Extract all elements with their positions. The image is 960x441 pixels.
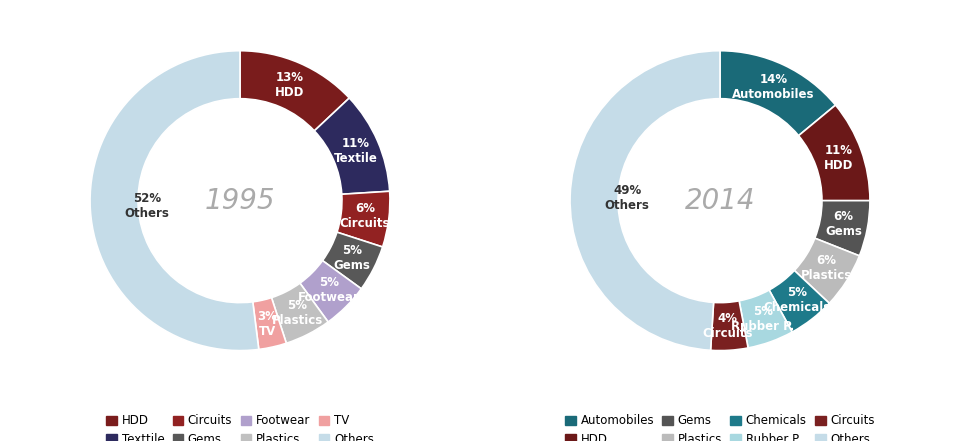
Wedge shape bbox=[252, 298, 286, 349]
Wedge shape bbox=[799, 105, 870, 201]
Text: 4%
Circuits: 4% Circuits bbox=[703, 312, 754, 340]
Text: 1995: 1995 bbox=[204, 187, 276, 215]
Text: 13%
HDD: 13% HDD bbox=[276, 71, 304, 99]
Text: 11%
HDD: 11% HDD bbox=[824, 144, 853, 172]
Legend: Automobiles, HDD, Gems, Plastics, Chemicals, Rubber P., Circuits, Others: Automobiles, HDD, Gems, Plastics, Chemic… bbox=[562, 411, 878, 441]
Wedge shape bbox=[314, 98, 390, 194]
Wedge shape bbox=[794, 238, 859, 303]
Text: 3%
TV: 3% TV bbox=[257, 310, 277, 337]
Wedge shape bbox=[323, 232, 383, 289]
Wedge shape bbox=[739, 290, 792, 348]
Text: 52%
Others: 52% Others bbox=[125, 192, 170, 220]
Legend: HDD, Texttile, Circuits, Gems, Footwear, Plastics, TV, Others: HDD, Texttile, Circuits, Gems, Footwear,… bbox=[103, 411, 377, 441]
Wedge shape bbox=[710, 301, 748, 351]
Wedge shape bbox=[300, 261, 361, 322]
Text: 49%
Others: 49% Others bbox=[605, 184, 650, 212]
Text: 6%
Circuits: 6% Circuits bbox=[340, 202, 390, 231]
Text: 5%
Chemicals: 5% Chemicals bbox=[763, 286, 830, 314]
Wedge shape bbox=[815, 201, 870, 256]
Wedge shape bbox=[720, 51, 835, 136]
Text: 14%
Automobiles: 14% Automobiles bbox=[732, 73, 815, 101]
Wedge shape bbox=[769, 270, 829, 332]
Text: 6%
Gems: 6% Gems bbox=[826, 210, 862, 238]
Wedge shape bbox=[240, 51, 349, 131]
Text: 5%
Gems: 5% Gems bbox=[334, 244, 371, 272]
Text: 5%
Rubber P.: 5% Rubber P. bbox=[731, 305, 794, 333]
Text: 11%
Textile: 11% Textile bbox=[334, 137, 377, 164]
Text: 5%
Footwear: 5% Footwear bbox=[299, 276, 360, 304]
Text: 6%
Plastics: 6% Plastics bbox=[801, 254, 852, 282]
Wedge shape bbox=[337, 191, 390, 247]
Text: 2014: 2014 bbox=[684, 187, 756, 215]
Wedge shape bbox=[90, 51, 259, 351]
Wedge shape bbox=[272, 283, 328, 343]
Wedge shape bbox=[570, 51, 720, 350]
Text: 5%
Plastics: 5% Plastics bbox=[272, 299, 323, 327]
